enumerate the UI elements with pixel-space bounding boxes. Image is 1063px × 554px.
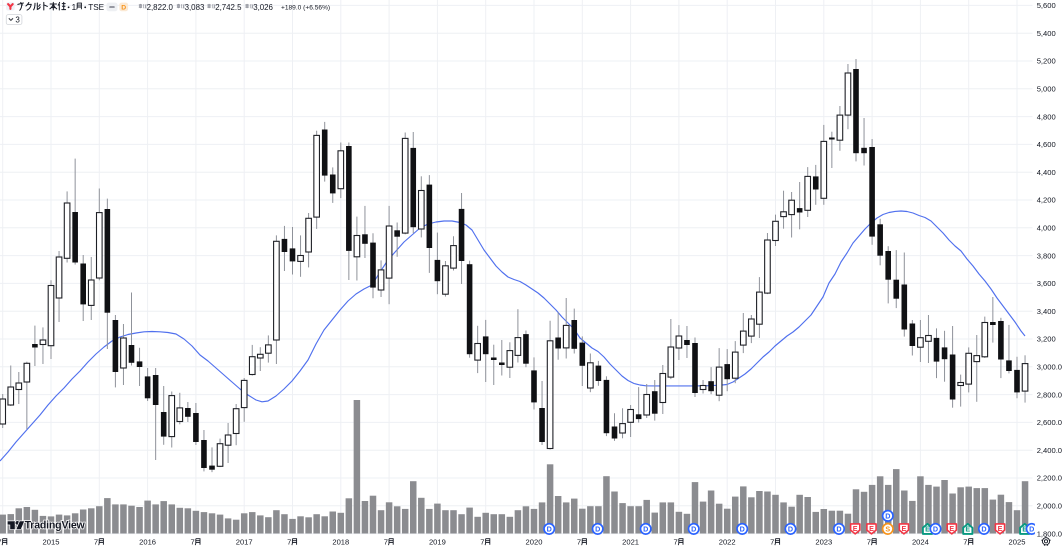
svg-text:5,400: 5,400 (1037, 29, 1056, 38)
svg-text:4,600: 4,600 (1037, 140, 1056, 149)
svg-text:2025: 2025 (1009, 537, 1026, 546)
svg-text:TradingView: TradingView (25, 520, 86, 532)
svg-text:3,083: 3,083 (185, 3, 205, 12)
svg-text:2018: 2018 (332, 537, 349, 546)
svg-text:+189.0 (+6.56%): +189.0 (+6.56%) (281, 5, 330, 12)
svg-text:1: 1 (72, 2, 77, 12)
svg-text:3: 3 (15, 16, 20, 25)
svg-text:5,600: 5,600 (1037, 1, 1056, 10)
svg-text:D: D (121, 4, 126, 11)
svg-text:7: 7 (963, 537, 967, 546)
svg-text:3,000.0: 3,000.0 (1037, 363, 1062, 372)
svg-text:2019: 2019 (429, 537, 446, 546)
svg-text:2,800.0: 2,800.0 (1037, 390, 1062, 399)
svg-text:3,200: 3,200 (1037, 335, 1056, 344)
svg-text:2,600.0: 2,600.0 (1037, 418, 1062, 427)
svg-text:7: 7 (287, 537, 291, 546)
svg-text:4,400: 4,400 (1037, 168, 1056, 177)
svg-text:2,200.0: 2,200.0 (1037, 474, 1062, 483)
svg-text:2022: 2022 (719, 537, 736, 546)
svg-text:2,400.0: 2,400.0 (1037, 446, 1062, 455)
svg-text:7: 7 (384, 537, 388, 546)
svg-text:5,200: 5,200 (1037, 57, 1056, 66)
svg-text:2015: 2015 (43, 537, 60, 546)
svg-text:2020: 2020 (526, 537, 543, 546)
svg-text:7: 7 (0, 537, 2, 546)
svg-text:4,000: 4,000 (1037, 224, 1056, 233)
svg-text:1,800.0: 1,800.0 (1037, 529, 1062, 538)
svg-text:3,800: 3,800 (1037, 251, 1056, 260)
svg-text:2,822.0: 2,822.0 (147, 3, 174, 12)
svg-text:4,800: 4,800 (1037, 112, 1056, 121)
svg-text:3,400: 3,400 (1037, 307, 1056, 316)
svg-text:7: 7 (94, 537, 98, 546)
svg-text:2017: 2017 (236, 537, 253, 546)
svg-text:2024: 2024 (912, 537, 929, 546)
svg-text:3,600: 3,600 (1037, 279, 1056, 288)
svg-text:2023: 2023 (815, 537, 832, 546)
svg-text:2,000.0: 2,000.0 (1037, 502, 1062, 511)
svg-text:2016: 2016 (139, 537, 156, 546)
svg-text:5,000: 5,000 (1037, 85, 1056, 94)
svg-text:7: 7 (480, 537, 484, 546)
svg-text:2021: 2021 (622, 537, 639, 546)
svg-text:2,742.5: 2,742.5 (215, 3, 242, 12)
svg-text:7: 7 (770, 537, 774, 546)
svg-text:4,200: 4,200 (1037, 196, 1056, 205)
svg-text:7: 7 (191, 537, 195, 546)
svg-text:7: 7 (674, 537, 678, 546)
svg-text:TSE: TSE (88, 3, 104, 12)
svg-text:3,026: 3,026 (253, 3, 273, 12)
svg-text:7: 7 (577, 537, 581, 546)
svg-text:7: 7 (867, 537, 871, 546)
